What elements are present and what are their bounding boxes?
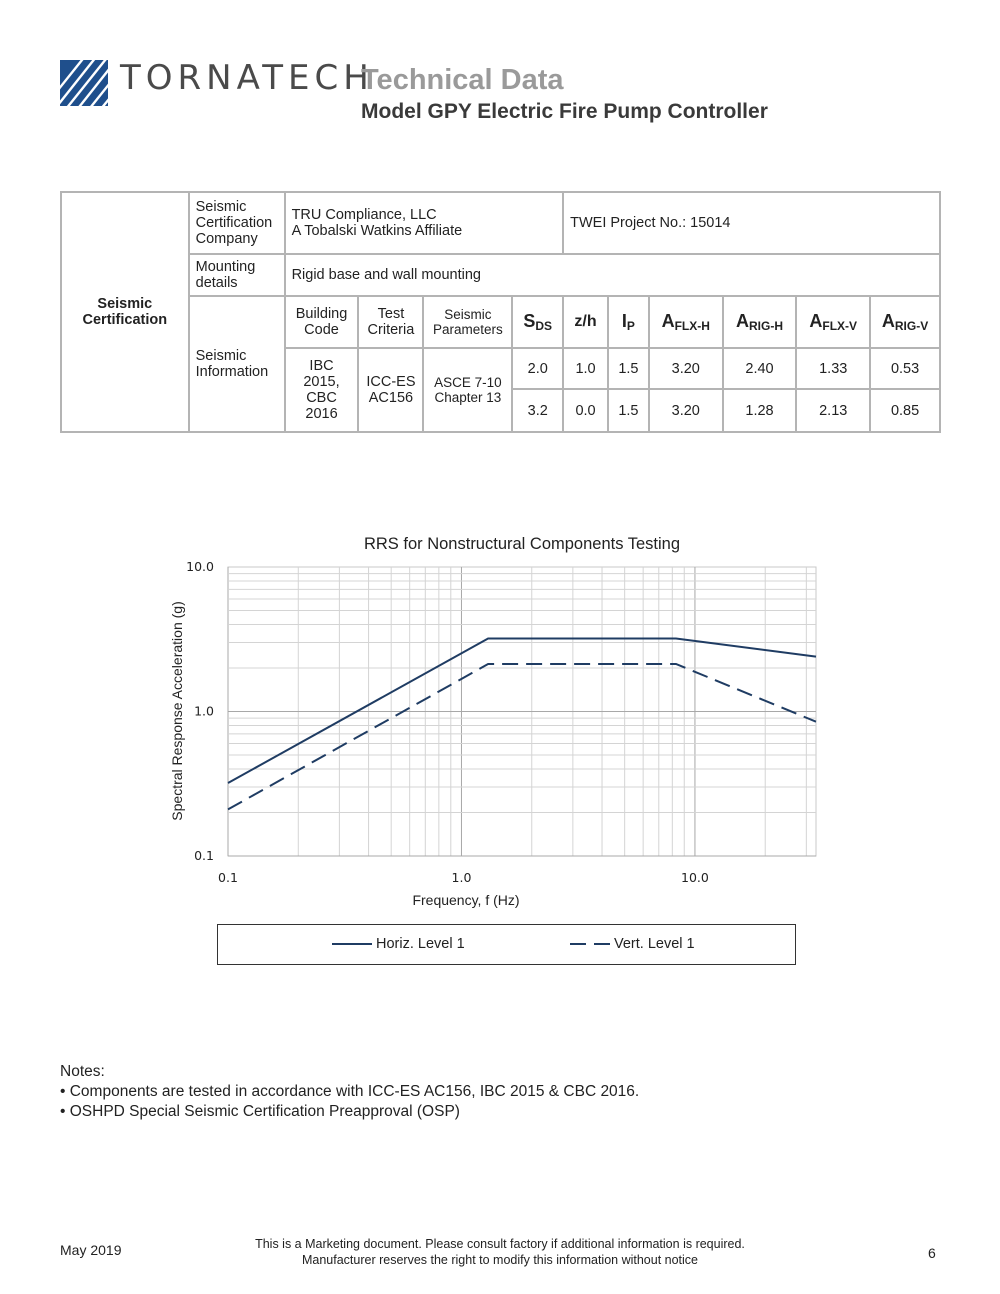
- footer-line: This is a Marketing document. Please con…: [255, 1237, 745, 1251]
- table-cell: 1.33: [795, 347, 872, 390]
- table-cell: 0.0: [562, 388, 609, 433]
- company-name: TRU Compliance, LLC: [291, 207, 437, 223]
- header-zh: z/h: [562, 295, 609, 349]
- header-arig-h: ARIG-H: [721, 295, 798, 349]
- seismic-certification-table: Seismic Certification Seismic Certificat…: [60, 191, 942, 433]
- series-horiz-line: [227, 637, 817, 784]
- footer-date: May 2019: [60, 1242, 122, 1258]
- mounting-value: Rigid base and wall mounting: [283, 253, 942, 297]
- legend-item-vert: Vert. Level 1: [570, 936, 695, 952]
- notes-section: Notes: • Components are tested in accord…: [60, 1062, 639, 1122]
- page-subtitle: Model GPY Electric Fire Pump Controller: [361, 100, 768, 123]
- table-cell: 3.20: [647, 388, 724, 433]
- table-cell: 1.5: [606, 388, 650, 433]
- header-ip: IP: [606, 295, 650, 349]
- rrs-chart: RRS for Nonstructural Components Testing…: [169, 535, 817, 908]
- table-cell: 3.20: [647, 347, 724, 390]
- table-cell: 0.53: [869, 347, 941, 390]
- company-label: Seismic Certification Company: [187, 191, 286, 255]
- table-cell: 3.2: [511, 388, 565, 433]
- x-tick-label: 0.1: [218, 870, 238, 885]
- header-building-code: Building Code: [283, 295, 360, 349]
- mounting-label: Mounting details: [187, 253, 286, 297]
- notes-heading: Notes:: [60, 1063, 105, 1080]
- legend-label: Horiz. Level 1: [376, 936, 465, 952]
- note-item: • Components are tested in accordance wi…: [60, 1083, 640, 1100]
- header-test-criteria: Test Criteria: [357, 295, 425, 349]
- brand-name: TORNATECH: [120, 58, 374, 98]
- chart-legend: Horiz. Level 1 Vert. Level 1: [217, 924, 796, 965]
- x-axis-label: Frequency, f (Hz): [412, 892, 519, 908]
- page-title: Technical Data: [361, 64, 564, 96]
- header-aflx-v: AFLX-V: [795, 295, 872, 349]
- dashed-line-swatch-icon: [570, 943, 610, 945]
- table-cell: 0.85: [869, 388, 941, 433]
- table-cell: 2.13: [795, 388, 872, 433]
- table-cell: 1.0: [562, 347, 609, 390]
- note-item: • OSHPD Special Seismic Certification Pr…: [60, 1103, 460, 1120]
- series-vert-line: [227, 663, 817, 811]
- project-number: TWEI Project No.: 15014: [562, 191, 941, 255]
- table-cell: 2.40: [721, 347, 798, 390]
- y-tick-label: 0.1: [194, 848, 214, 863]
- company-affiliate: A Tobalski Watkins Affiliate: [291, 223, 463, 239]
- chart-title: RRS for Nonstructural Components Testing: [364, 535, 680, 553]
- y-axis-label: Spectral Response Acceleration (g): [169, 601, 185, 820]
- header-aflx-h: AFLX-H: [647, 295, 724, 349]
- page-number: 6: [928, 1245, 936, 1261]
- footer-line: Manufacturer reserves the right to modif…: [301, 1253, 698, 1267]
- category-cell: Seismic Certification: [60, 191, 190, 433]
- footer-disclaimer: This is a Marketing document. Please con…: [200, 1236, 800, 1268]
- header-seismic-parameters: Seismic Parameters: [422, 295, 514, 349]
- legend-item-horiz: Horiz. Level 1: [332, 936, 465, 952]
- solid-line-swatch-icon: [332, 943, 372, 945]
- y-tick-label: 10.0: [186, 559, 214, 574]
- x-tick-label: 1.0: [452, 870, 472, 885]
- legend-label: Vert. Level 1: [614, 936, 695, 952]
- seismic-info-label: Seismic Information: [187, 295, 286, 433]
- table-cell: 1.28: [721, 388, 798, 433]
- header-arig-v: ARIG-V: [869, 295, 941, 349]
- seismic-params-value: ASCE 7-10 Chapter 13: [422, 347, 514, 433]
- header-sds: SDS: [511, 295, 565, 349]
- test-criteria-value: ICC-ES AC156: [357, 347, 425, 433]
- table-cell: 1.5: [606, 347, 650, 390]
- building-code-value: IBC 2015, CBC 2016: [283, 347, 360, 433]
- company-value: TRU Compliance, LLC A Tobalski Watkins A…: [283, 191, 565, 255]
- x-tick-label: 10.0: [681, 870, 709, 885]
- y-tick-label: 1.0: [194, 704, 214, 719]
- tornatech-logo-icon: [60, 60, 108, 106]
- table-cell: 2.0: [511, 347, 565, 390]
